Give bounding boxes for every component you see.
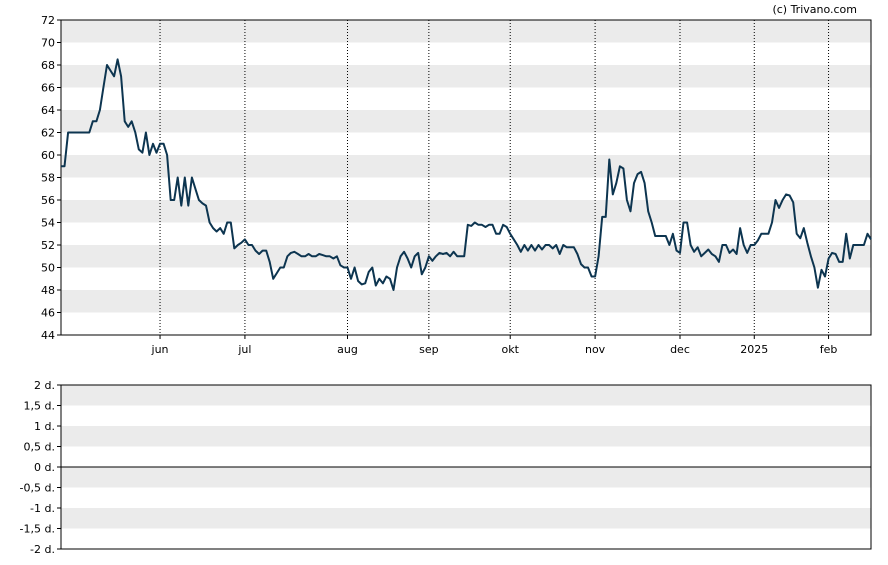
delta-grid-band	[61, 508, 871, 529]
price-x-tick-label: jul	[237, 343, 251, 356]
delta-grid-band	[61, 426, 871, 447]
price-y-tick-label: 64	[41, 104, 55, 117]
delta-chart: 2 d. 1,5 d. 1 d. 0,5 d. 0 d. -0,5 d. -1 d. -1,5…	[20, 379, 872, 556]
delta-grid-bands	[61, 385, 871, 529]
price-y-tick-label: 70	[41, 37, 55, 50]
price-y-tick-label: 68	[41, 59, 55, 72]
price-x-tick-label: okt	[502, 343, 520, 356]
credit-text: (c) Trivano.com	[772, 3, 857, 16]
price-y-tick-label: 66	[41, 82, 55, 95]
delta-y-tick-label: 2 d.	[34, 379, 55, 392]
price-y-tick-label: 56	[41, 194, 55, 207]
delta-y-tick-label: -1,5 d.	[20, 523, 55, 536]
delta-y-tick-label: -0,5 d.	[20, 482, 55, 495]
price-grid-band	[61, 110, 871, 133]
price-y-tick-label: 46	[41, 307, 55, 320]
price-y-tick-label: 54	[41, 217, 55, 230]
price-chart: 44 46 48 50 52 54 56 58 60 62 64 66 68 70 72 jun jul aug…	[41, 14, 872, 356]
price-x-tick-label: sep	[419, 343, 438, 356]
delta-y-tick-label: 1,5 d.	[24, 400, 55, 413]
price-y-tick-label: 58	[41, 172, 55, 185]
price-y-tick-label: 48	[41, 284, 55, 297]
price-y-tick-label: 60	[41, 149, 55, 162]
price-x-axis: junjulaugsepoktnovdec2025febmrtapr	[151, 335, 838, 356]
price-y-tick-label: 72	[41, 14, 55, 27]
price-grid-bands	[61, 20, 871, 313]
price-x-tick-label: 2025	[740, 343, 768, 356]
price-line	[61, 58, 872, 291]
price-y-tick-label: 50	[41, 262, 55, 275]
price-x-tick-label: dec	[670, 343, 690, 356]
delta-y-tick-label: 0,5 d.	[24, 441, 55, 454]
delta-y-tick-label: 0 d.	[34, 461, 55, 474]
price-x-tick-label: nov	[585, 343, 606, 356]
price-y-tick-label: 44	[41, 329, 55, 342]
delta-grid-band	[61, 467, 871, 488]
price-y-axis: 44 46 48 50 52 54 56 58 60 62 64 66 68 70 72	[41, 14, 61, 342]
price-x-tick-label: jun	[151, 343, 169, 356]
price-grid-band	[61, 200, 871, 223]
price-y-tick-label: 62	[41, 127, 55, 140]
price-x-tick-label: aug	[337, 343, 358, 356]
price-grid-band	[61, 20, 871, 43]
price-x-tick-label: feb	[820, 343, 838, 356]
delta-y-tick-label: 1 d.	[34, 420, 55, 433]
price-grid-band	[61, 65, 871, 88]
price-grid-band	[61, 290, 871, 313]
price-series	[61, 58, 872, 291]
price-y-tick-label: 52	[41, 239, 55, 252]
delta-y-tick-label: -2 d.	[30, 543, 55, 556]
delta-y-axis: 2 d. 1,5 d. 1 d. 0,5 d. 0 d. -0,5 d. -1 d. -1,5…	[20, 379, 61, 556]
delta-y-tick-label: -1 d.	[30, 502, 55, 515]
delta-grid-band	[61, 385, 871, 406]
price-grid-band	[61, 155, 871, 178]
